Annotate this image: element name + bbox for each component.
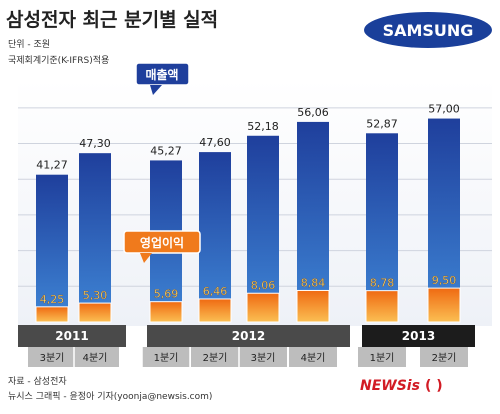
revenue-bar <box>247 135 279 322</box>
revenue-legend-label: 매출액 <box>145 67 178 82</box>
newsis-logo-paren: ( ) <box>425 378 443 394</box>
revenue-bar <box>36 174 68 322</box>
profit-bar <box>35 306 69 323</box>
quarter-band <box>71 347 119 367</box>
newsis-logo-text: NEWSis <box>360 378 420 394</box>
quarter-label: 2분기 <box>432 352 457 364</box>
category-axis: 2011 2012 2013 3분기 4분기 1분기 2분기 3분기 4분기 1분기 2분기 <box>18 325 475 367</box>
samsung-logo: SAMSUNG <box>364 12 492 48</box>
revenue-value-label: 56,06 <box>297 106 329 119</box>
revenue-value-label: 45,27 <box>150 144 182 157</box>
profit-value-label: 5,30 <box>83 289 108 302</box>
quarter-band <box>420 347 468 367</box>
profit-value-label: 5,69 <box>154 288 179 301</box>
revenue-value-label: 57,00 <box>428 103 460 116</box>
samsung-logo-text: SAMSUNG <box>383 21 474 40</box>
quarter-band <box>191 347 239 367</box>
profit-bar <box>427 287 461 323</box>
year-label: 2011 <box>55 329 88 343</box>
revenue-bar <box>297 121 329 322</box>
unit-note: 단위 - 조원 <box>8 39 50 50</box>
revenue-value-label: 41,27 <box>36 159 68 172</box>
quarter-label: 1분기 <box>154 352 179 364</box>
bars: 41,27 4,25 47,30 5,30 45,27 5,69 47,60 6,46 52,1… <box>35 103 461 323</box>
quarter-label: 4분기 <box>301 352 326 364</box>
profit-bar <box>246 292 280 323</box>
profit-value-label: 4,25 <box>40 293 65 306</box>
accounting-standard-note: 국제회계기준(K-IFRS)적용 <box>8 54 109 66</box>
chart-title: 삼성전자 최근 분기별 실적 <box>6 9 218 31</box>
quarter-label: 2분기 <box>203 352 228 364</box>
quarter-band <box>358 347 406 367</box>
profit-bar <box>365 290 399 323</box>
year-label: 2012 <box>232 329 265 343</box>
newsis-logo: NEWSis ( ) <box>360 378 443 394</box>
revenue-value-label: 47,30 <box>79 137 111 150</box>
profit-bar <box>149 301 183 323</box>
source-note: 자료 - 삼성전자 <box>8 376 67 387</box>
profit-value-label: 9,50 <box>432 274 457 287</box>
quarter-band <box>142 347 190 367</box>
revenue-bar <box>79 153 111 322</box>
quarter-label: 1분기 <box>370 352 395 364</box>
quarter-band <box>289 347 337 367</box>
revenue-bar <box>199 152 231 322</box>
quarter-band <box>239 347 287 367</box>
year-label: 2013 <box>402 329 435 343</box>
profit-value-label: 8,84 <box>301 276 326 289</box>
profit-value-label: 6,46 <box>203 285 228 298</box>
quarter-label: 3분기 <box>251 352 276 364</box>
profit-value-label: 8,06 <box>251 279 276 292</box>
revenue-value-label: 52,18 <box>247 120 279 133</box>
revenue-value-label: 47,60 <box>199 136 231 149</box>
year-band <box>147 325 350 347</box>
profit-bar <box>198 298 232 323</box>
quarter-label: 4분기 <box>83 352 108 364</box>
revenue-legend-callout: 매출액 <box>135 62 190 95</box>
year-band <box>362 325 475 347</box>
profit-legend-callout: 영업이익 <box>123 230 201 263</box>
credit-note: 뉴시스 그래픽 - 윤정아 기자(yoonja@newsis.com) <box>8 391 212 402</box>
profit-bar <box>78 302 112 323</box>
quarter-band <box>28 347 76 367</box>
profit-bar <box>296 289 330 323</box>
revenue-value-label: 52,87 <box>366 117 398 130</box>
profit-legend-label: 영업이익 <box>140 235 184 250</box>
profit-value-label: 8,78 <box>370 277 395 290</box>
year-band <box>18 325 126 347</box>
quarter-label: 3분기 <box>40 352 65 364</box>
